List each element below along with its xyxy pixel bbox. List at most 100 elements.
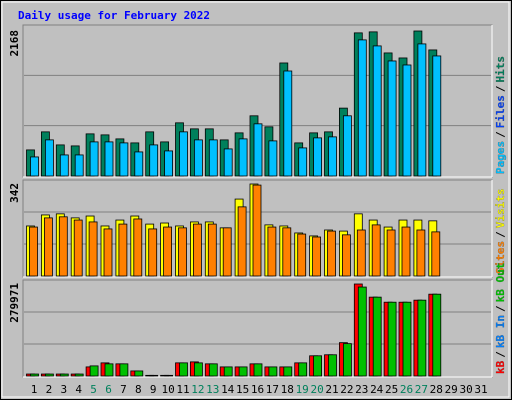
legend-entry: Files	[494, 95, 507, 128]
bar	[238, 138, 248, 177]
x-tick-label: 14	[221, 383, 235, 396]
x-tick-label: 22	[340, 383, 353, 396]
bar	[30, 156, 39, 177]
bar	[253, 363, 263, 377]
legend-entry: kB Out	[494, 263, 507, 303]
bar	[119, 142, 129, 177]
x-tick-label: 9	[150, 383, 157, 396]
bar	[267, 226, 277, 277]
bar	[88, 221, 98, 277]
bar	[372, 296, 382, 377]
x-tick-label: 20	[310, 383, 323, 396]
x-tick-label: 12	[191, 383, 204, 396]
bar	[134, 370, 144, 377]
bar	[417, 43, 427, 177]
bar	[313, 355, 323, 377]
legend-separator: /	[494, 85, 507, 92]
y-tick-label: 342	[8, 183, 21, 203]
x-tick-label: 24	[370, 383, 384, 396]
bar	[283, 366, 293, 377]
bar	[253, 123, 263, 177]
bar	[223, 366, 233, 377]
bar	[29, 226, 38, 277]
bar	[193, 362, 203, 377]
chart-title: Daily usage for February 2022	[18, 9, 210, 22]
bar	[432, 55, 442, 177]
bar	[178, 227, 187, 277]
legend: kB / kB In / kB Out	[494, 263, 507, 374]
bar	[148, 228, 158, 277]
bar	[133, 218, 143, 277]
bar	[103, 228, 113, 277]
bar	[223, 148, 233, 177]
bar	[327, 230, 336, 277]
bar	[149, 144, 159, 177]
bar	[59, 373, 69, 377]
bar	[342, 343, 352, 377]
bar	[118, 223, 128, 277]
x-tick-label: 30	[459, 383, 472, 396]
bar	[73, 219, 83, 277]
x-tick-label: 27	[415, 383, 428, 396]
x-tick-label: 7	[120, 383, 127, 396]
bar	[164, 150, 174, 177]
x-tick-label: 19	[296, 383, 309, 396]
bar	[298, 362, 308, 377]
bar	[237, 206, 247, 277]
y-tick-label: 279971	[8, 283, 21, 323]
bar	[164, 374, 174, 377]
x-tick-label: 2	[46, 383, 53, 396]
legend-entry: Visits	[494, 189, 507, 229]
bar	[417, 299, 427, 377]
x-tick-label: 10	[161, 383, 174, 396]
bar	[298, 147, 308, 177]
bar	[431, 231, 441, 277]
bar	[74, 373, 84, 377]
bar	[30, 373, 39, 377]
bar	[207, 223, 217, 277]
bar	[208, 363, 218, 377]
bar	[357, 39, 367, 177]
x-tick-label: 31	[474, 383, 487, 396]
x-tick-label: 13	[206, 383, 219, 396]
x-tick-label: 6	[105, 383, 112, 396]
bar	[222, 227, 232, 277]
bar	[45, 373, 54, 377]
bar	[74, 154, 84, 177]
legend-separator: /	[494, 131, 507, 138]
x-tick-label: 8	[135, 383, 142, 396]
x-tick-label: 3	[60, 383, 67, 396]
bar	[402, 301, 412, 377]
bar	[134, 151, 144, 177]
bar	[238, 366, 248, 377]
bar	[401, 226, 411, 277]
x-tick-label: 23	[355, 383, 368, 396]
y-tick-label: 2168	[8, 30, 21, 57]
bar	[104, 141, 114, 177]
bar	[179, 362, 188, 377]
bar	[341, 234, 351, 277]
bar	[416, 229, 426, 277]
x-tick-label: 16	[251, 383, 264, 396]
bar	[104, 363, 114, 377]
bar	[387, 60, 397, 177]
x-tick-label: 15	[236, 383, 249, 396]
bar	[342, 115, 352, 177]
bar	[59, 154, 69, 177]
bar	[44, 217, 53, 277]
legend: Pages / Files / Hits	[494, 56, 507, 174]
legend-entry: Hits	[494, 56, 507, 83]
bar	[89, 365, 99, 377]
bar	[58, 216, 68, 277]
x-tick-label: 1	[31, 383, 38, 396]
x-tick-label: 29	[445, 383, 458, 396]
x-tick-label: 4	[75, 383, 82, 396]
legend-separator: /	[494, 351, 507, 358]
bar	[179, 131, 188, 177]
bar	[372, 45, 382, 177]
legend-entry: Sites	[494, 241, 507, 274]
bar	[356, 229, 366, 277]
bar	[119, 363, 129, 377]
